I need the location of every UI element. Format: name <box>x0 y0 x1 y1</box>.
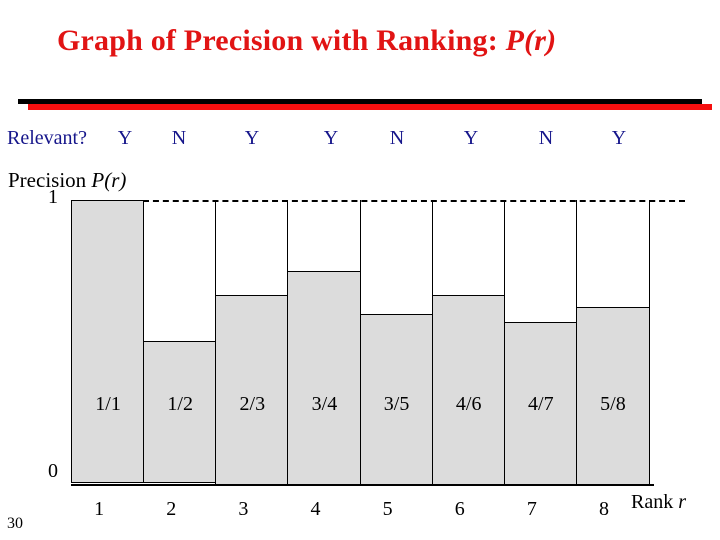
x-tick-label: 7 <box>526 498 537 520</box>
bar-fill <box>576 307 649 485</box>
relevance-value: Y <box>244 127 260 149</box>
x-axis-title-math: r <box>678 491 687 513</box>
relevance-value: N <box>389 127 405 149</box>
x-tick-label: 6 <box>454 498 465 520</box>
x-tick-label: 3 <box>238 498 249 520</box>
bar-column-rank-8: 5/8 <box>575 200 650 485</box>
bar-column-rank-4: 3/4 <box>287 200 361 485</box>
x-tick-label: 5 <box>382 498 393 520</box>
bar-value-label: 4/7 <box>528 393 554 415</box>
bar-fill <box>288 271 361 485</box>
y-axis-title: Precision P(r) <box>8 168 126 193</box>
title-rule-black <box>18 99 702 104</box>
x-axis-title-text: Rank <box>631 491 679 513</box>
bar-value-label: 4/6 <box>455 393 482 415</box>
slide-page-number: 30 <box>7 515 23 532</box>
bar-column-rank-1: 1/1 <box>71 200 145 483</box>
y-axis-title-math: P(r) <box>91 168 127 192</box>
x-tick-label: 8 <box>598 498 609 520</box>
bar-fill <box>432 295 505 485</box>
bar-value-label: 5/8 <box>600 393 626 415</box>
relevance-value: Y <box>117 127 133 149</box>
bar-fill <box>216 295 289 485</box>
bar-value-label: 3/4 <box>311 393 338 415</box>
relevance-question-label: Relevant? <box>7 127 87 149</box>
x-tick-label: 4 <box>310 498 321 520</box>
bar-fill <box>72 200 145 482</box>
bar-column-rank-6: 4/6 <box>431 200 505 485</box>
relevance-value: Y <box>323 127 339 149</box>
page-title-math: P(r) <box>505 24 557 57</box>
relevance-value: Y <box>611 127 627 149</box>
bar-fill <box>144 341 217 482</box>
bar-column-rank-3: 2/3 <box>215 200 289 485</box>
bar-fill <box>360 314 433 485</box>
title-rule-red <box>28 104 712 110</box>
bar-fill <box>504 322 577 485</box>
bar-value-label: 3/5 <box>383 393 410 415</box>
bar-column-rank-2: 1/2 <box>143 200 217 483</box>
x-tick-label: 1 <box>94 498 105 520</box>
bar-value-label: 1/2 <box>167 393 193 415</box>
y-axis-title-text: Precision <box>8 168 92 192</box>
page-title: Graph of Precision with Ranking: P(r) <box>57 24 556 58</box>
bar-column-rank-7: 4/7 <box>503 200 577 485</box>
bar-value-label: 2/3 <box>239 393 266 415</box>
precision-bar-chart: 1/1 1/2 2/3 3/4 3/5 4/6 4/7 5/8 <box>71 200 685 490</box>
x-axis-line <box>71 484 654 486</box>
x-axis-title: Rank r <box>631 491 686 514</box>
bar-column-rank-5: 3/5 <box>359 200 433 485</box>
y-tick-label-0: 0 <box>48 460 58 482</box>
relevance-value: N <box>538 127 554 149</box>
relevance-value: N <box>171 127 187 149</box>
x-tick-label: 2 <box>166 498 177 520</box>
page-title-text: Graph of Precision with Ranking: <box>57 24 506 57</box>
relevance-value: Y <box>463 127 479 149</box>
y-tick-label-1: 1 <box>48 186 58 208</box>
gridline-at-1 <box>143 200 685 202</box>
bar-value-label: 1/1 <box>95 393 121 415</box>
